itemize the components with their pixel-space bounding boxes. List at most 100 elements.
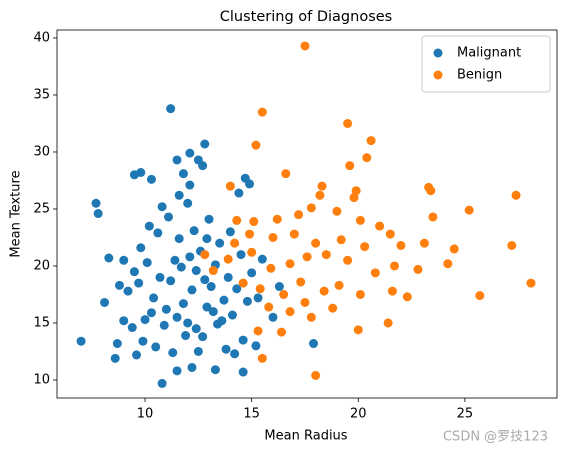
point: [289, 229, 299, 239]
legend-label: Benign: [457, 68, 502, 83]
point: [202, 234, 212, 244]
point: [123, 286, 133, 296]
point: [253, 326, 263, 336]
point: [191, 324, 201, 334]
point: [200, 250, 210, 260]
point: [208, 307, 218, 317]
x-tick-label: 25: [457, 407, 474, 422]
point: [360, 242, 370, 252]
point: [300, 41, 310, 51]
point: [174, 234, 184, 244]
point: [193, 346, 203, 356]
point: [253, 293, 263, 303]
point: [309, 339, 319, 349]
point: [396, 240, 406, 250]
point: [236, 250, 246, 260]
point: [281, 169, 291, 179]
legend-label: Malignant: [457, 46, 521, 61]
point: [306, 312, 316, 322]
point: [185, 252, 195, 262]
point: [294, 210, 304, 220]
point: [183, 198, 193, 208]
point: [387, 286, 397, 296]
point: [306, 203, 316, 213]
point: [134, 278, 144, 288]
point: [166, 276, 176, 286]
point: [507, 240, 517, 250]
point: [402, 292, 412, 302]
point: [247, 247, 257, 257]
point: [413, 264, 423, 274]
point: [153, 228, 163, 238]
point: [317, 181, 327, 191]
point: [223, 254, 233, 264]
point: [419, 238, 429, 248]
point: [114, 280, 124, 290]
point: [149, 293, 159, 303]
point: [296, 277, 306, 287]
point: [127, 323, 137, 333]
x-tick-label: 15: [243, 407, 260, 422]
point: [129, 267, 139, 277]
point: [334, 280, 344, 290]
point: [385, 229, 395, 239]
point: [172, 155, 182, 165]
point: [370, 268, 380, 278]
point: [257, 107, 267, 117]
point: [93, 209, 103, 219]
point: [200, 139, 210, 149]
point: [155, 272, 165, 282]
y-tick-label: 30: [33, 144, 50, 159]
point: [187, 285, 197, 295]
point: [185, 148, 195, 158]
point: [91, 198, 101, 208]
point: [268, 312, 278, 322]
point: [302, 252, 312, 262]
point: [181, 331, 191, 341]
point: [136, 168, 146, 178]
point: [319, 286, 329, 296]
point: [285, 307, 295, 317]
point: [142, 258, 152, 268]
point: [76, 336, 86, 346]
point: [245, 229, 255, 239]
point: [221, 344, 231, 354]
point: [100, 297, 110, 307]
point: [168, 348, 178, 358]
point: [119, 255, 129, 265]
point: [390, 261, 400, 271]
point: [104, 253, 114, 263]
point: [321, 250, 331, 260]
point: [343, 118, 353, 128]
point: [172, 312, 182, 322]
point: [204, 214, 214, 224]
point: [264, 302, 274, 312]
point: [238, 367, 248, 377]
point: [375, 221, 385, 231]
point: [187, 362, 197, 372]
point: [178, 169, 188, 179]
point: [272, 214, 282, 224]
point: [311, 370, 321, 380]
point: [225, 181, 235, 191]
point: [383, 318, 393, 328]
point: [176, 262, 186, 272]
point: [443, 259, 453, 269]
point: [285, 259, 295, 269]
point: [511, 190, 521, 200]
point: [138, 336, 148, 346]
point: [223, 272, 233, 282]
point: [189, 226, 199, 236]
point: [225, 227, 235, 237]
watermark: CSDN @罗技123: [443, 430, 548, 445]
point: [136, 243, 146, 253]
point: [353, 325, 363, 335]
point: [249, 217, 259, 227]
point: [146, 308, 156, 318]
point: [174, 190, 184, 200]
point: [151, 342, 161, 352]
point: [198, 332, 208, 342]
point: [315, 190, 325, 200]
point: [464, 205, 474, 215]
